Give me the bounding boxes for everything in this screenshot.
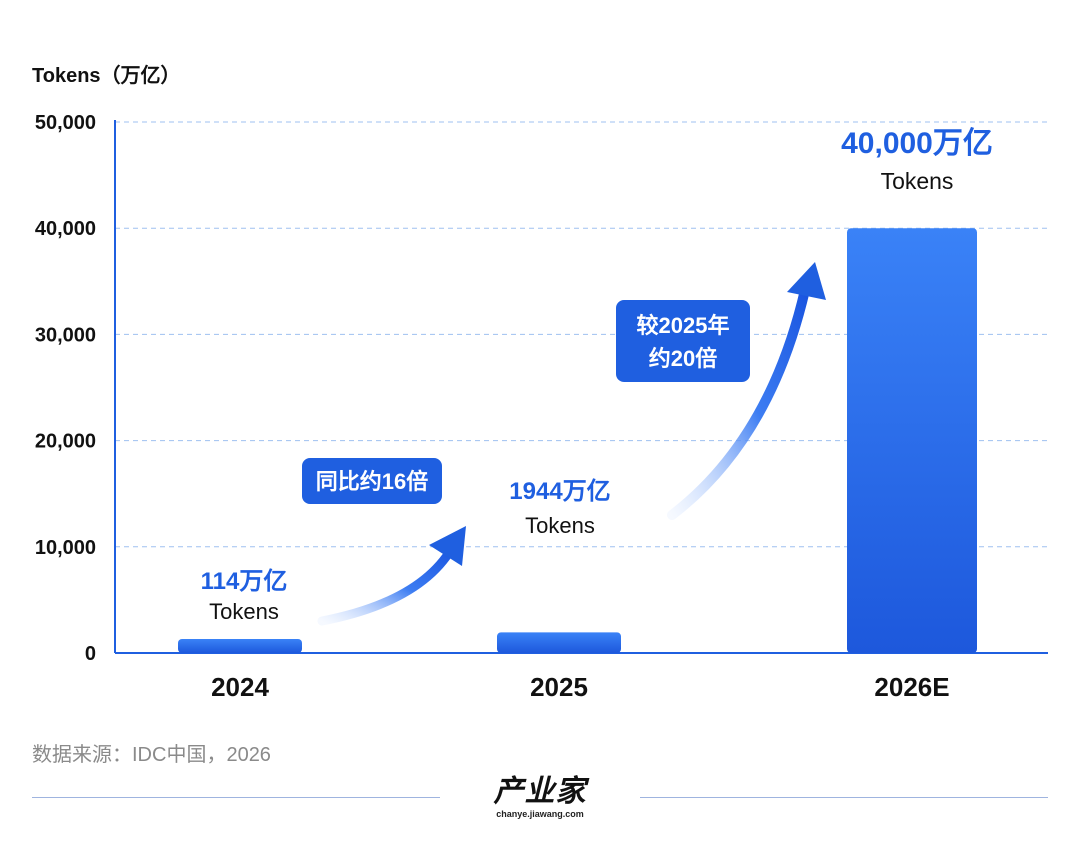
- x-axis-categories: 2024 2025 2026E: [211, 672, 950, 702]
- bar-2026e: [847, 228, 977, 653]
- bar-2025: [497, 632, 621, 653]
- brand-logo: 产业家 chanye.jiawang.com: [440, 776, 640, 820]
- x-tick-label: 2024: [211, 672, 269, 702]
- callout-yoy-text: 同比约16倍: [316, 469, 428, 494]
- callout-line-2: 约20倍: [649, 346, 717, 371]
- data-label-2024-value: 114万亿: [201, 568, 288, 595]
- data-label-2026e-value: 40,000万亿: [841, 127, 993, 160]
- data-label-2026e-unit: Tokens: [881, 168, 954, 194]
- y-tick-label: 0: [85, 643, 96, 665]
- footer-divider-right: [640, 797, 1048, 798]
- logo-main-text: 产业家: [493, 775, 587, 808]
- growth-arrow-1: [317, 526, 466, 626]
- source-note: 数据来源：IDC中国，2026: [32, 744, 271, 766]
- data-label-2025-value: 1944万亿: [509, 478, 610, 505]
- bar-2024: [178, 639, 302, 653]
- y-axis-ticks: 0 10,000 20,000 30,000 40,000 50,000: [35, 112, 96, 665]
- footer-divider-left: [32, 797, 440, 798]
- x-tick-label: 2026E: [874, 672, 949, 702]
- callout-line-1: 较2025年: [637, 313, 730, 338]
- bar-chart: Tokens（万亿） 0 10,000 20,000 30,000 40,000 50,0…: [32, 63, 1048, 702]
- callout-yoy-16x: 同比约16倍: [302, 458, 442, 504]
- y-tick-label: 30,000: [35, 324, 96, 346]
- data-label-2024-unit: Tokens: [209, 599, 279, 624]
- y-tick-label: 50,000: [35, 112, 96, 134]
- y-tick-label: 20,000: [35, 431, 96, 453]
- y-axis-unit-label: Tokens（万亿）: [32, 63, 181, 87]
- logo-sub-text: chanye.jiawang.com: [496, 809, 584, 819]
- callout-vs-2025-20x: 较2025年 约20倍: [616, 300, 750, 382]
- x-tick-label: 2025: [530, 672, 588, 702]
- bars: [178, 228, 977, 653]
- y-tick-label: 40,000: [35, 218, 96, 240]
- growth-arrow-2: [667, 262, 826, 520]
- y-tick-label: 10,000: [35, 537, 96, 559]
- data-label-2025-unit: Tokens: [525, 513, 595, 538]
